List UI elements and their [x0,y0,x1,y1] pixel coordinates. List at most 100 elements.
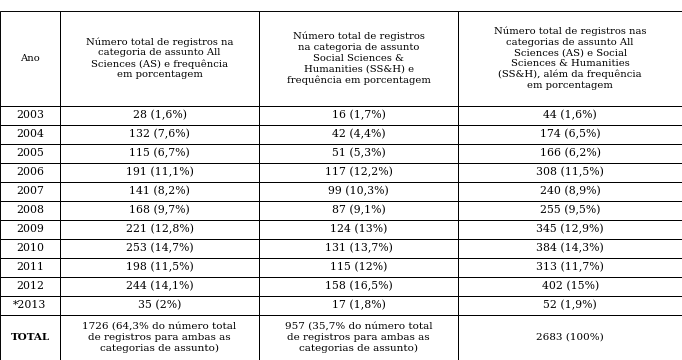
Text: Número total de registros
na categoria de assunto
Social Sciences &
Humanities (: Número total de registros na categoria d… [287,32,430,85]
Bar [0,276,60,296]
Bar [259,163,458,182]
Text: 2006: 2006 [16,167,44,177]
Text: 345 (12,9%): 345 (12,9%) [536,224,604,234]
Bar [458,144,682,163]
Bar [458,296,682,315]
Bar [0,106,60,125]
Bar [60,315,259,360]
Bar [60,239,259,257]
Bar [0,296,60,315]
Bar [458,257,682,276]
Bar [60,125,259,144]
Bar [0,201,60,220]
Bar [259,201,458,220]
Text: Ano: Ano [20,54,40,63]
Text: 957 (35,7% do número total
de registros para ambas as
categorias de assunto): 957 (35,7% do número total de registros … [285,322,432,352]
Text: 2012: 2012 [16,281,44,291]
Text: Número total de registros na
categoria de assunto All
Sciences (AS) e frequência: Número total de registros na categoria d… [86,37,233,80]
Text: 253 (14,7%): 253 (14,7%) [125,243,194,253]
Bar [458,106,682,125]
Bar [259,106,458,125]
Bar [259,125,458,144]
Text: 115 (12%): 115 (12%) [330,262,387,272]
Bar [458,11,682,106]
Bar [60,257,259,276]
Text: 308 (11,5%): 308 (11,5%) [536,167,604,177]
Text: 255 (9,5%): 255 (9,5%) [540,205,600,215]
Bar [60,144,259,163]
Bar [0,11,60,106]
Text: 35 (2%): 35 (2%) [138,300,181,310]
Text: 87 (9,1%): 87 (9,1%) [332,205,385,215]
Text: 384 (14,3%): 384 (14,3%) [536,243,604,253]
Text: 240 (8,9%): 240 (8,9%) [539,186,601,196]
Text: 2009: 2009 [16,224,44,234]
Bar [458,201,682,220]
Text: 117 (12,2%): 117 (12,2%) [325,167,393,177]
Text: 2008: 2008 [16,205,44,215]
Bar [60,11,259,106]
Bar [0,144,60,163]
Bar [0,220,60,239]
Text: 28 (1,6%): 28 (1,6%) [132,110,187,120]
Bar [458,315,682,360]
Text: 124 (13%): 124 (13%) [330,224,387,234]
Text: 132 (7,6%): 132 (7,6%) [129,129,190,139]
Bar [458,276,682,296]
Bar [458,182,682,201]
Text: 44 (1,6%): 44 (1,6%) [544,110,597,120]
Text: 221 (12,8%): 221 (12,8%) [125,224,194,234]
Text: 2007: 2007 [16,186,44,196]
Bar [259,11,458,106]
Text: TOTAL: TOTAL [10,333,50,342]
Text: 1726 (64,3% do número total
de registros para ambas as
categorias de assunto): 1726 (64,3% do número total de registros… [83,322,237,352]
Bar [0,163,60,182]
Bar [259,315,458,360]
Text: 42 (4,4%): 42 (4,4%) [332,129,385,139]
Text: 2010: 2010 [16,243,44,253]
Text: *2013: *2013 [14,300,46,310]
Text: 198 (11,5%): 198 (11,5%) [125,262,194,272]
Text: 2003: 2003 [16,110,44,120]
Text: 115 (6,7%): 115 (6,7%) [129,148,190,158]
Bar [458,220,682,239]
Bar [259,276,458,296]
Bar [60,220,259,239]
Bar [0,239,60,257]
Bar [0,182,60,201]
Text: Número total de registros nas
categorias de assunto All
Sciences (AS) e Social
S: Número total de registros nas categorias… [494,26,647,90]
Bar [60,163,259,182]
Text: 2683 (100%): 2683 (100%) [536,333,604,342]
Text: 16 (1,7%): 16 (1,7%) [332,110,385,120]
Text: 166 (6,2%): 166 (6,2%) [539,148,601,158]
Bar [259,239,458,257]
Bar [0,257,60,276]
Text: 2005: 2005 [16,148,44,158]
Text: 131 (13,7%): 131 (13,7%) [325,243,393,253]
Text: 174 (6,5%): 174 (6,5%) [540,129,600,139]
Bar [259,296,458,315]
Bar [259,220,458,239]
Text: 17 (1,8%): 17 (1,8%) [332,300,385,310]
Text: 191 (11,1%): 191 (11,1%) [125,167,194,177]
Text: 52 (1,9%): 52 (1,9%) [544,300,597,310]
Bar [60,276,259,296]
Bar [458,163,682,182]
Text: 244 (14,1%): 244 (14,1%) [125,281,194,291]
Text: 141 (8,2%): 141 (8,2%) [129,186,190,196]
Bar [458,239,682,257]
Text: 402 (15%): 402 (15%) [542,281,599,291]
Text: 158 (16,5%): 158 (16,5%) [325,281,393,291]
Bar [0,125,60,144]
Bar [458,125,682,144]
Text: 168 (9,7%): 168 (9,7%) [129,205,190,215]
Text: 2004: 2004 [16,129,44,139]
Text: 2011: 2011 [16,262,44,272]
Bar [259,182,458,201]
Bar [60,201,259,220]
Bar [60,106,259,125]
Bar [0,315,60,360]
Text: 99 (10,3%): 99 (10,3%) [328,186,389,196]
Text: 51 (5,3%): 51 (5,3%) [332,148,385,158]
Bar [259,257,458,276]
